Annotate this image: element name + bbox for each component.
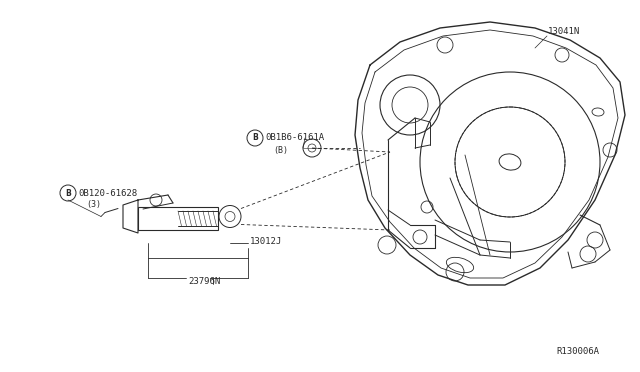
Text: R130006A: R130006A xyxy=(556,347,599,356)
Text: 23796N: 23796N xyxy=(188,278,220,286)
Text: B: B xyxy=(252,134,258,142)
Bar xyxy=(138,207,218,230)
Text: 0B120-61628: 0B120-61628 xyxy=(78,189,137,198)
Text: 13012J: 13012J xyxy=(250,237,282,247)
Text: (B): (B) xyxy=(273,145,288,154)
Text: 0B1B6-6161A: 0B1B6-6161A xyxy=(265,134,324,142)
Text: B: B xyxy=(65,189,71,198)
Text: (3): (3) xyxy=(86,201,101,209)
Text: 13041N: 13041N xyxy=(548,28,580,36)
